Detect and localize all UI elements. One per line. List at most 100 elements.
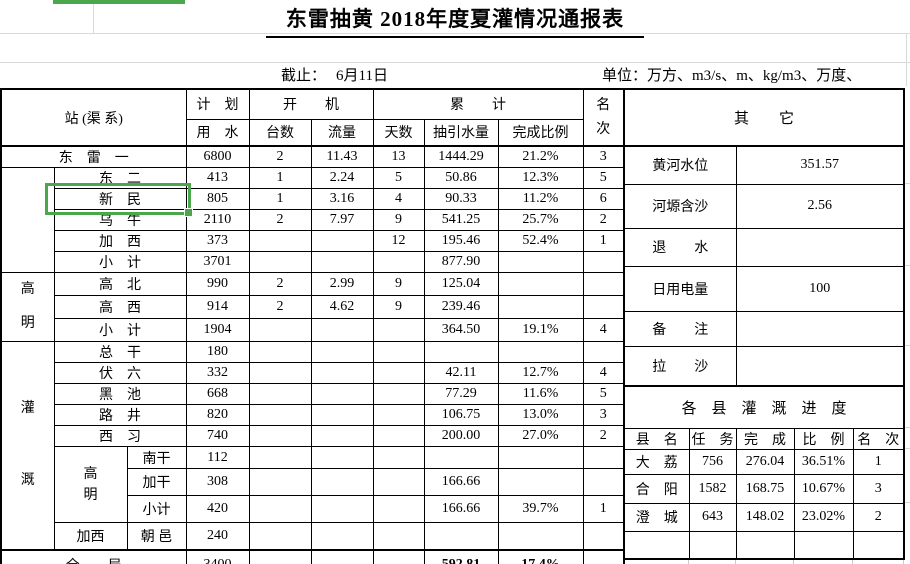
station-cell[interactable]: 小 计 — [53, 318, 187, 342]
station-cell[interactable]: 南干 — [126, 446, 187, 469]
rank-cell[interactable]: 6 — [582, 188, 625, 210]
station-cell[interactable]: 路 井 — [53, 404, 187, 426]
plan-cell[interactable]: 3701 — [185, 251, 250, 273]
days-cell[interactable] — [372, 468, 425, 496]
total-volume-cell[interactable]: 592.81 — [423, 548, 499, 564]
station-cell[interactable]: 高 北 — [53, 272, 187, 296]
station-cell[interactable]: 黑 池 — [53, 383, 187, 405]
rank-cell[interactable] — [582, 251, 625, 273]
units-cell[interactable] — [248, 468, 312, 496]
other-value[interactable] — [735, 345, 905, 387]
days-cell[interactable] — [372, 383, 425, 405]
total-units-cell[interactable] — [248, 548, 312, 564]
group-cell-guangai[interactable]: 灌溉 — [0, 341, 55, 550]
ratio-cell[interactable] — [497, 446, 584, 469]
rank-cell[interactable]: 1 — [582, 230, 625, 252]
ratio-cell[interactable]: 19.1% — [497, 318, 584, 342]
plan-cell[interactable]: 332 — [185, 362, 250, 384]
county-cell[interactable]: 1 — [852, 448, 905, 475]
units-cell[interactable] — [248, 446, 312, 469]
units-cell[interactable]: 2 — [248, 272, 312, 296]
days-cell[interactable] — [372, 251, 425, 273]
ratio-cell[interactable]: 11.6% — [497, 383, 584, 405]
units-cell[interactable] — [248, 522, 312, 550]
other-label[interactable]: 退 水 — [623, 227, 737, 267]
station-cell[interactable]: 伏 六 — [53, 362, 187, 384]
other-value[interactable]: 2.56 — [735, 183, 905, 229]
other-label[interactable]: 河塬含沙 — [623, 183, 737, 229]
days-cell[interactable] — [372, 522, 425, 550]
ratio-cell[interactable]: 11.2% — [497, 188, 584, 210]
county-cell[interactable]: 1582 — [688, 473, 737, 504]
days-cell[interactable] — [372, 404, 425, 426]
total-plan-cell[interactable]: 3400 — [185, 548, 250, 564]
station-cell[interactable]: 小 计 — [53, 251, 187, 273]
plan-cell[interactable]: 308 — [185, 468, 250, 496]
station-cell[interactable]: 朝 邑 — [126, 522, 187, 550]
station-cell[interactable]: 总 干 — [53, 341, 187, 363]
county-cell[interactable] — [735, 530, 795, 560]
rank-cell[interactable]: 2 — [582, 425, 625, 447]
county-cell[interactable]: 23.02% — [793, 502, 854, 532]
plan-cell[interactable]: 180 — [185, 341, 250, 363]
county-cell[interactable]: 3 — [852, 473, 905, 504]
subgroup-cell-gaoming[interactable]: 高明 — [53, 446, 128, 523]
plan-cell[interactable]: 6800 — [185, 145, 250, 168]
days-cell[interactable]: 9 — [372, 272, 425, 296]
rank-cell[interactable]: 3 — [582, 404, 625, 426]
days-cell[interactable] — [372, 495, 425, 523]
days-cell[interactable] — [372, 341, 425, 363]
volume-cell[interactable]: 42.11 — [423, 362, 499, 384]
ratio-cell[interactable] — [497, 522, 584, 550]
days-cell[interactable]: 13 — [372, 145, 425, 168]
station-cell[interactable]: 加干 — [126, 468, 187, 496]
county-col-ratio[interactable]: 比 例 — [793, 427, 854, 450]
flow-cell[interactable] — [310, 446, 374, 469]
flow-cell[interactable] — [310, 362, 374, 384]
county-cell[interactable] — [623, 530, 690, 560]
volume-cell[interactable]: 877.90 — [423, 251, 499, 273]
county-header[interactable]: 各 县 灌 溉 进 度 — [623, 385, 905, 429]
ratio-cell[interactable]: 21.2% — [497, 145, 584, 168]
days-cell[interactable] — [372, 362, 425, 384]
days-cell[interactable]: 5 — [372, 167, 425, 189]
volume-cell[interactable]: 50.86 — [423, 167, 499, 189]
rank-cell[interactable]: 4 — [582, 362, 625, 384]
rank-cell[interactable]: 5 — [582, 167, 625, 189]
county-cell[interactable]: 合 阳 — [623, 473, 690, 504]
county-cell[interactable]: 756 — [688, 448, 737, 475]
rank-cell[interactable] — [582, 295, 625, 319]
header-flow[interactable]: 流量 — [310, 118, 374, 147]
total-rank-cell[interactable] — [582, 548, 625, 564]
station-cell[interactable]: 小计 — [126, 495, 187, 523]
units-cell[interactable] — [248, 230, 312, 252]
units-note[interactable]: 单位：万方、m3/s、m、kg/m3、万度、 — [602, 64, 910, 85]
units-cell[interactable] — [248, 362, 312, 384]
flow-cell[interactable] — [310, 318, 374, 342]
units-cell[interactable] — [248, 318, 312, 342]
ratio-cell[interactable] — [497, 251, 584, 273]
volume-cell[interactable] — [423, 446, 499, 469]
flow-cell[interactable] — [310, 522, 374, 550]
plan-cell[interactable]: 112 — [185, 446, 250, 469]
volume-cell[interactable] — [423, 522, 499, 550]
other-value[interactable]: 351.57 — [735, 145, 905, 185]
units-cell[interactable] — [248, 251, 312, 273]
county-cell[interactable]: 148.02 — [735, 502, 795, 532]
other-label[interactable]: 黄河水位 — [623, 145, 737, 185]
flow-cell[interactable] — [310, 251, 374, 273]
plan-cell[interactable]: 820 — [185, 404, 250, 426]
county-col-task[interactable]: 任 务 — [688, 427, 737, 450]
units-cell[interactable] — [248, 341, 312, 363]
total-flow-cell[interactable] — [310, 548, 374, 564]
county-cell[interactable]: 10.67% — [793, 473, 854, 504]
ratio-cell[interactable]: 12.3% — [497, 167, 584, 189]
ratio-cell[interactable]: 52.4% — [497, 230, 584, 252]
rank-cell[interactable] — [582, 446, 625, 469]
volume-cell[interactable]: 166.66 — [423, 468, 499, 496]
flow-cell[interactable]: 4.62 — [310, 295, 374, 319]
ratio-cell[interactable]: 12.7% — [497, 362, 584, 384]
rank-cell[interactable] — [582, 522, 625, 550]
rank-cell[interactable] — [582, 272, 625, 296]
station-cell[interactable]: 西 习 — [53, 425, 187, 447]
